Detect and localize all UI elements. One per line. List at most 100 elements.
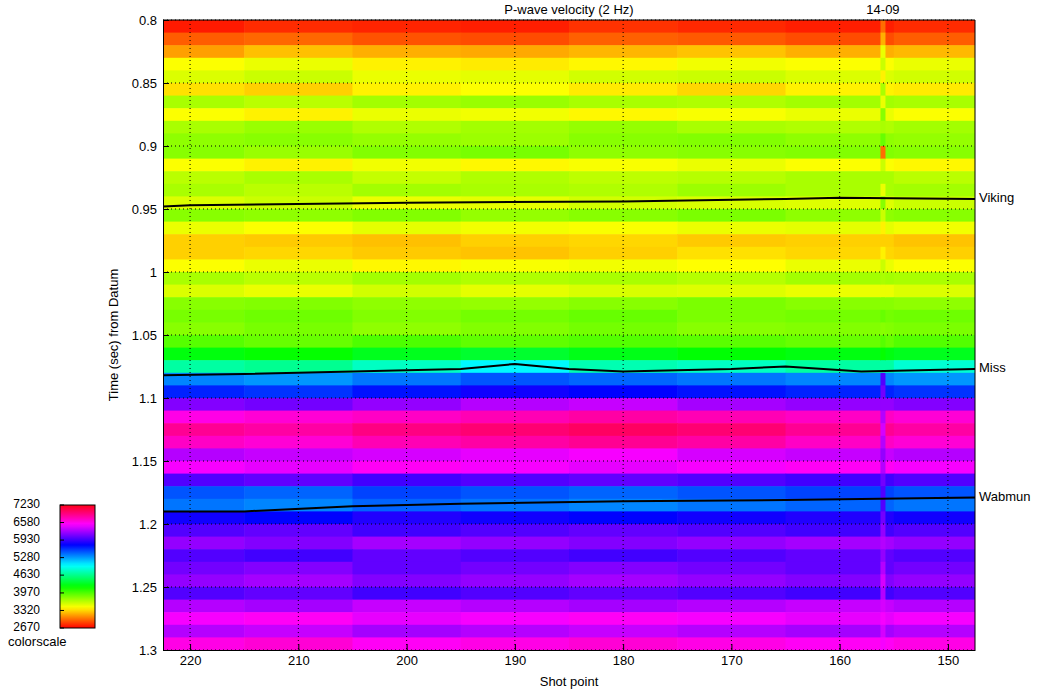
cell [352, 259, 461, 272]
y-axis: 0.80.850.90.9511.051.11.151.21.251.3 [132, 13, 169, 658]
well-cell [880, 587, 885, 600]
cell [163, 159, 245, 172]
grid [163, 20, 975, 650]
cell [786, 537, 895, 550]
well-cell [880, 373, 885, 386]
tick-mark [731, 644, 732, 650]
cell [677, 637, 786, 650]
cell [461, 348, 570, 361]
cell [569, 196, 678, 209]
cell [894, 146, 975, 159]
cell [569, 171, 678, 184]
cell [786, 272, 895, 285]
grid-line [163, 83, 975, 84]
cell [677, 20, 786, 33]
y-axis-title: Time (sec) from Datum [106, 269, 121, 401]
horizon-label: Viking [979, 190, 1014, 205]
cell [677, 537, 786, 550]
tick-mark [163, 461, 169, 462]
cell [163, 209, 245, 222]
cell [786, 612, 895, 625]
colorbar-tick [60, 592, 64, 593]
grid-line [163, 20, 975, 21]
cell [894, 562, 975, 575]
cell [163, 549, 245, 562]
cell [569, 259, 678, 272]
cell [894, 348, 975, 361]
cell [894, 297, 975, 310]
cell [244, 600, 353, 613]
cell [352, 511, 461, 524]
well-cell [880, 146, 885, 159]
colorbar-tick [60, 505, 64, 506]
cell [786, 436, 895, 449]
grid-line [163, 461, 975, 462]
well-cell [880, 259, 885, 272]
cell [569, 436, 678, 449]
cell [163, 108, 245, 121]
tick-mark [163, 398, 169, 399]
cell [163, 20, 245, 33]
well-cell [880, 411, 885, 424]
cell [677, 33, 786, 46]
cell [894, 45, 975, 58]
cell [352, 524, 461, 537]
well-cell [880, 33, 885, 46]
cell [244, 612, 353, 625]
colorbar-label: 3320 [13, 603, 40, 617]
well-label: 14-09 [866, 2, 899, 17]
cell [786, 184, 895, 197]
cell [894, 20, 975, 33]
cell [569, 423, 678, 436]
grid-line [190, 20, 191, 650]
cell [894, 423, 975, 436]
colorbar-tick [60, 540, 64, 541]
well-cell [880, 625, 885, 638]
well-cell [880, 398, 885, 411]
cell [244, 537, 353, 550]
well-cell [880, 171, 885, 184]
well-cell [880, 385, 885, 398]
cell [894, 511, 975, 524]
horizon-label: Miss [979, 360, 1006, 375]
cell [163, 423, 245, 436]
tick-mark [190, 644, 191, 650]
cell [163, 511, 245, 524]
cell [163, 474, 245, 487]
tick-label: 0.8 [139, 13, 157, 28]
colorbar-tick [60, 628, 64, 629]
cell [569, 448, 678, 461]
cell [244, 348, 353, 361]
tick-mark [948, 644, 949, 650]
cell [894, 398, 975, 411]
well-cell [880, 247, 885, 260]
tick-label: 150 [938, 653, 960, 668]
cell [786, 448, 895, 461]
cell [163, 247, 245, 260]
tick: 1.2 [139, 517, 169, 532]
cell [894, 436, 975, 449]
well-cell [880, 234, 885, 247]
cell [677, 285, 786, 298]
cell [786, 259, 895, 272]
cell [894, 499, 975, 512]
tick: 220 [180, 644, 202, 668]
cell [163, 171, 245, 184]
cell [461, 612, 570, 625]
cell [569, 511, 678, 524]
cell [163, 196, 245, 209]
cell [461, 171, 570, 184]
cell [786, 285, 895, 298]
cell [461, 20, 570, 33]
cell [461, 108, 570, 121]
cell [569, 285, 678, 298]
well-cell [880, 423, 885, 436]
tick: 170 [721, 644, 743, 668]
cell [163, 398, 245, 411]
cell [894, 222, 975, 235]
cell [894, 108, 975, 121]
cell [461, 436, 570, 449]
cell [352, 537, 461, 550]
tick-mark [623, 644, 624, 650]
cell [677, 272, 786, 285]
